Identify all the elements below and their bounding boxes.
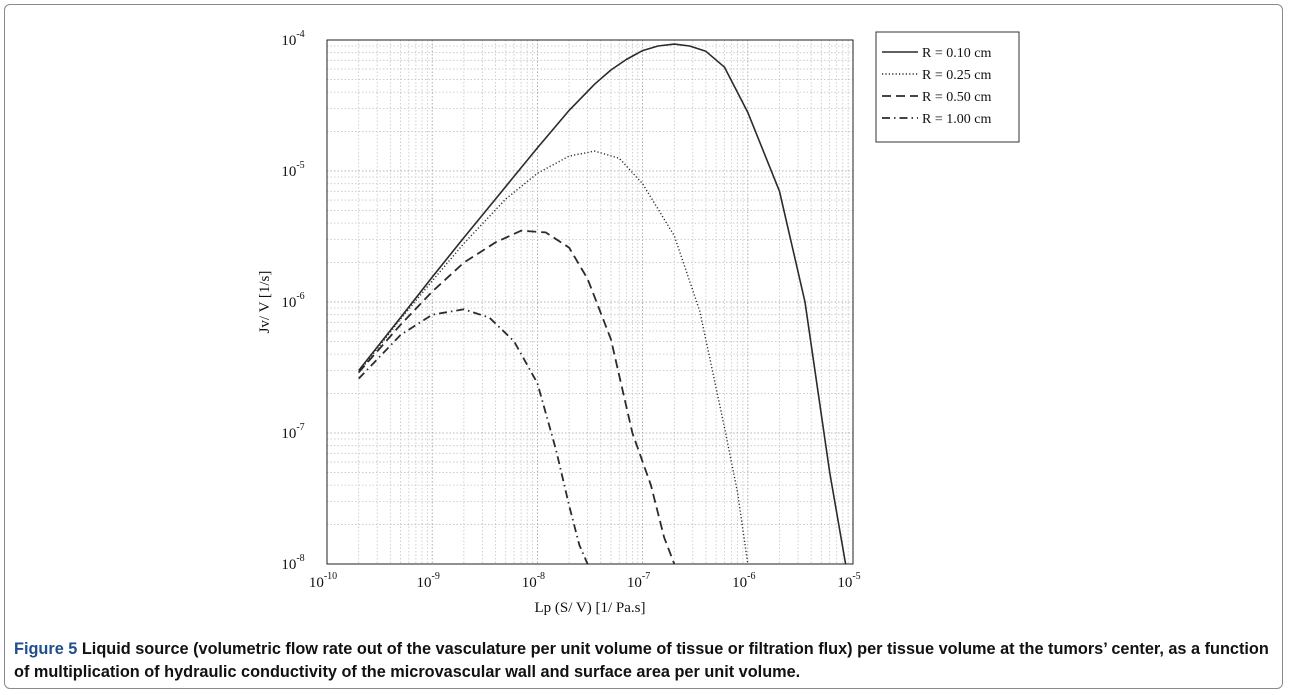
series-lines — [358, 43, 847, 565]
x-axis-title: Lp (S/ V) [1/ Pa.s] — [535, 600, 646, 616]
chart: 10-10 10-9 10-8 10-7 10-6 10-5 10-8 10-7 10-6 10-… — [257, 29, 1020, 616]
ticks: 10-10 10-9 10-8 10-7 10-6 10-5 10-8 10-7 10-6 10-… — [281, 29, 860, 591]
figure-frame — [4, 4, 1283, 689]
x-tick-label: 10-6 — [732, 571, 755, 591]
series-line-4 — [358, 308, 589, 565]
figure-caption: Figure 5 Liquid source (volumetric flow … — [14, 638, 1274, 684]
legend-box — [875, 31, 1020, 143]
y-tick-label: 10-7 — [281, 422, 304, 442]
y-axis-title: Jv/ V [1/s] — [257, 271, 273, 334]
x-tick-label: 10-8 — [522, 571, 545, 591]
y-tick-label: 10-4 — [281, 29, 304, 49]
series-line-2 — [358, 150, 749, 565]
series-line-1 — [358, 43, 847, 565]
x-tick-label: 10-9 — [417, 571, 440, 591]
legend-label: R = 0.50 cm — [922, 90, 991, 105]
caption-text: Liquid source (volumetric flow rate out … — [14, 640, 1269, 681]
x-tick-label: 10-10 — [309, 571, 337, 591]
x-tick-label: 10-5 — [837, 571, 860, 591]
series-line-3 — [358, 229, 676, 565]
legend-label: R = 1.00 cm — [922, 112, 991, 127]
x-tick-label: 10-7 — [627, 571, 650, 591]
legend-label: R = 0.10 cm — [922, 46, 991, 61]
y-tick-label: 10-8 — [281, 553, 304, 573]
grid — [326, 40, 853, 565]
figure-label: Figure 5 — [14, 640, 78, 658]
y-tick-label: 10-5 — [281, 160, 304, 180]
plot-area-border — [326, 39, 854, 565]
y-tick-label: 10-6 — [281, 291, 304, 311]
legend-label: R = 0.25 cm — [922, 68, 991, 83]
legend: R = 0.10 cm R = 0.25 cm R = 0.50 cm R = 1.0… — [875, 31, 1020, 143]
